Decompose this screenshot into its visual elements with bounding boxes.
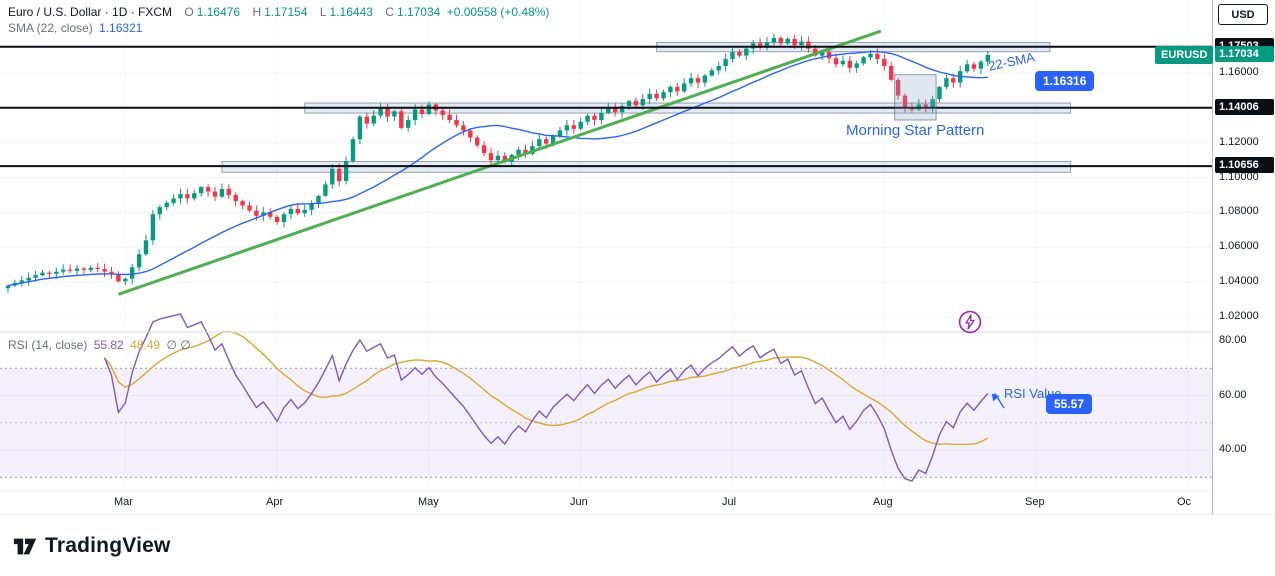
brand-name: TradingView: [45, 534, 171, 557]
time-tick-label: Oc: [1177, 496, 1192, 508]
price-axis[interactable]: USD 1.160001.140001.120001.100001.080001…: [1212, 0, 1275, 514]
tradingview-logo-icon: [13, 538, 37, 555]
time-tick-label: Aug: [873, 496, 893, 508]
price-tick-label: 1.02000: [1219, 310, 1259, 322]
rsi-indicator-label[interactable]: RSI (14, close): [8, 338, 88, 352]
chart-canvas[interactable]: [0, 0, 1212, 514]
price-tick-label: 1.08000: [1219, 205, 1259, 217]
price-tick-label: 1.16000: [1219, 66, 1259, 78]
time-tick-label: May: [418, 496, 439, 508]
price-tick-label: 1.04000: [1219, 275, 1259, 287]
level-price-label: 1.14006: [1215, 99, 1274, 115]
sma-indicator-value: 1.16321: [99, 21, 143, 35]
morning-star-highlight[interactable]: [894, 74, 937, 121]
price-tick-label: 1.10000: [1219, 171, 1259, 183]
last-price-label: 1.17034: [1215, 46, 1274, 62]
high-value: 1.17154: [264, 5, 308, 19]
symbol-price-tag: EURUSD: [1155, 46, 1214, 64]
change-value: +0.00558 (+0.48%): [446, 5, 550, 19]
rsi-arrowhead: [991, 393, 1000, 402]
rsi-hidden-inputs: ∅ ∅: [166, 338, 191, 352]
low-value: 1.16443: [329, 5, 373, 19]
morning-star-annotation[interactable]: Morning Star Pattern: [846, 122, 985, 139]
price-tick-label: 1.06000: [1219, 240, 1259, 252]
price-tick-label: 1.12000: [1219, 136, 1259, 148]
rsi-ma-line[interactable]: [104, 330, 989, 446]
rsi-value-callout: 55.57: [1046, 394, 1093, 414]
rsi-indicator-value: 55.82: [93, 338, 124, 352]
sma-value-callout: 1.16316: [1035, 71, 1095, 91]
low-label: L: [319, 5, 327, 19]
rsi-ma-value: 48.49: [130, 338, 161, 352]
rsi-tick-label: 40.00: [1219, 443, 1247, 455]
sma-indicator-label[interactable]: SMA (22, close): [8, 21, 93, 35]
sma-line[interactable]: [7, 51, 988, 287]
close-label: C: [385, 5, 394, 19]
main-legend: Euro / U.S. Dollar · 1D · FXCM O 1.16476 …: [8, 4, 549, 36]
time-tick-label: Mar: [114, 496, 133, 508]
trendline[interactable]: [117, 29, 882, 296]
time-tick-label: Jun: [570, 496, 588, 508]
symbol-title[interactable]: Euro / U.S. Dollar · 1D · FXCM: [8, 5, 173, 19]
currency-unit-button[interactable]: USD: [1218, 4, 1268, 25]
time-tick-label: Jul: [722, 496, 737, 508]
open-value: 1.16476: [196, 5, 241, 19]
gridlines: [0, 72, 1212, 451]
high-label: H: [252, 5, 262, 19]
chart-panes[interactable]: Euro / U.S. Dollar · 1D · FXCM O 1.16476 …: [0, 0, 1214, 514]
close-value: 1.17034: [396, 5, 441, 19]
level-price-label: 1.10656: [1215, 157, 1274, 173]
rsi-tick-label: 80.00: [1219, 334, 1247, 346]
rsi-line[interactable]: [103, 313, 989, 482]
tradingview-logo[interactable]: TradingView: [12, 533, 171, 559]
rsi-tick-label: 60.00: [1219, 389, 1247, 401]
time-axis[interactable]: Mar Apr May Jun Jul Aug Sep Oc: [0, 492, 1212, 514]
open-label: O: [184, 5, 194, 19]
rsi-legend: RSI (14, close) 55.82 48.49 ∅ ∅: [8, 337, 191, 353]
lightning-icon[interactable]: [958, 310, 982, 334]
time-tick-label: Sep: [1025, 496, 1045, 508]
time-tick-label: Apr: [266, 496, 284, 508]
footer: TradingView: [0, 514, 1275, 576]
